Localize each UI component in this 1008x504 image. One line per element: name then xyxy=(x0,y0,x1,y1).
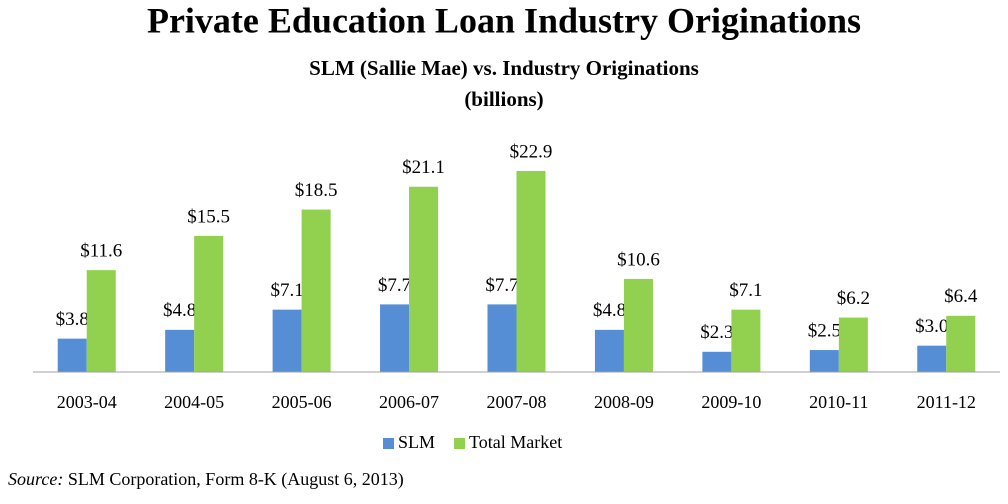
data-label: $4.8 xyxy=(593,300,626,321)
data-label: $11.6 xyxy=(80,241,122,262)
x-tick-label: 2006-07 xyxy=(379,392,439,412)
data-label: $10.6 xyxy=(617,249,660,270)
x-tick-label: 2010-11 xyxy=(809,392,868,412)
data-label: $6.2 xyxy=(837,288,870,309)
bar xyxy=(946,315,976,372)
bar xyxy=(272,309,302,372)
data-label: $3.8 xyxy=(56,309,89,330)
data-label: $7.7 xyxy=(485,275,518,296)
source-label: Source: xyxy=(8,469,63,489)
legend-label: SLM xyxy=(398,432,435,452)
data-label: $21.1 xyxy=(402,157,445,178)
bar xyxy=(594,329,624,372)
legend-swatch xyxy=(454,438,466,449)
data-label: $3.0 xyxy=(915,316,948,337)
chart-subtitle: SLM (Sallie Mae) vs. Industry Originatio… xyxy=(309,56,699,80)
x-tick-label: 2003-04 xyxy=(57,392,117,412)
bar xyxy=(917,345,947,372)
data-label: $18.5 xyxy=(295,180,338,201)
bar xyxy=(194,235,224,372)
bar xyxy=(731,309,761,372)
data-label: $22.9 xyxy=(510,141,553,162)
data-label: $7.1 xyxy=(729,280,762,301)
x-tick-label: 2011-12 xyxy=(917,392,976,412)
data-label: $2.5 xyxy=(808,320,841,341)
data-label: $2.3 xyxy=(700,322,733,343)
bar xyxy=(165,329,195,372)
source-note: Source: SLM Corporation, Form 8-K (Augus… xyxy=(8,469,404,490)
data-label: $7.1 xyxy=(270,280,303,301)
data-label: $7.7 xyxy=(378,275,411,296)
bar xyxy=(86,270,116,372)
chart-title: Private Education Loan Industry Originat… xyxy=(147,0,861,40)
x-tick-label: 2008-09 xyxy=(594,392,654,412)
legend-label: Total Market xyxy=(469,432,562,452)
bar xyxy=(409,186,439,372)
bar xyxy=(487,304,517,372)
x-tick-label: 2004-05 xyxy=(164,392,224,412)
data-label: $6.4 xyxy=(944,286,978,307)
legend-swatch xyxy=(383,438,394,449)
bar xyxy=(380,304,410,372)
bar xyxy=(809,350,839,372)
bar xyxy=(57,338,87,372)
bar xyxy=(702,351,732,372)
bar xyxy=(516,170,546,372)
x-tick-label: 2005-06 xyxy=(272,392,332,412)
data-label: $15.5 xyxy=(187,206,230,227)
source-text: SLM Corporation, Form 8-K (August 6, 201… xyxy=(68,469,404,490)
x-tick-label: 2009-10 xyxy=(701,392,761,412)
bar xyxy=(838,317,868,372)
x-tick-label: 2007-08 xyxy=(487,392,547,412)
bar xyxy=(301,209,331,372)
data-label: $4.8 xyxy=(163,300,196,321)
bar xyxy=(623,278,653,372)
chart-subtitle: (billions) xyxy=(464,87,543,111)
